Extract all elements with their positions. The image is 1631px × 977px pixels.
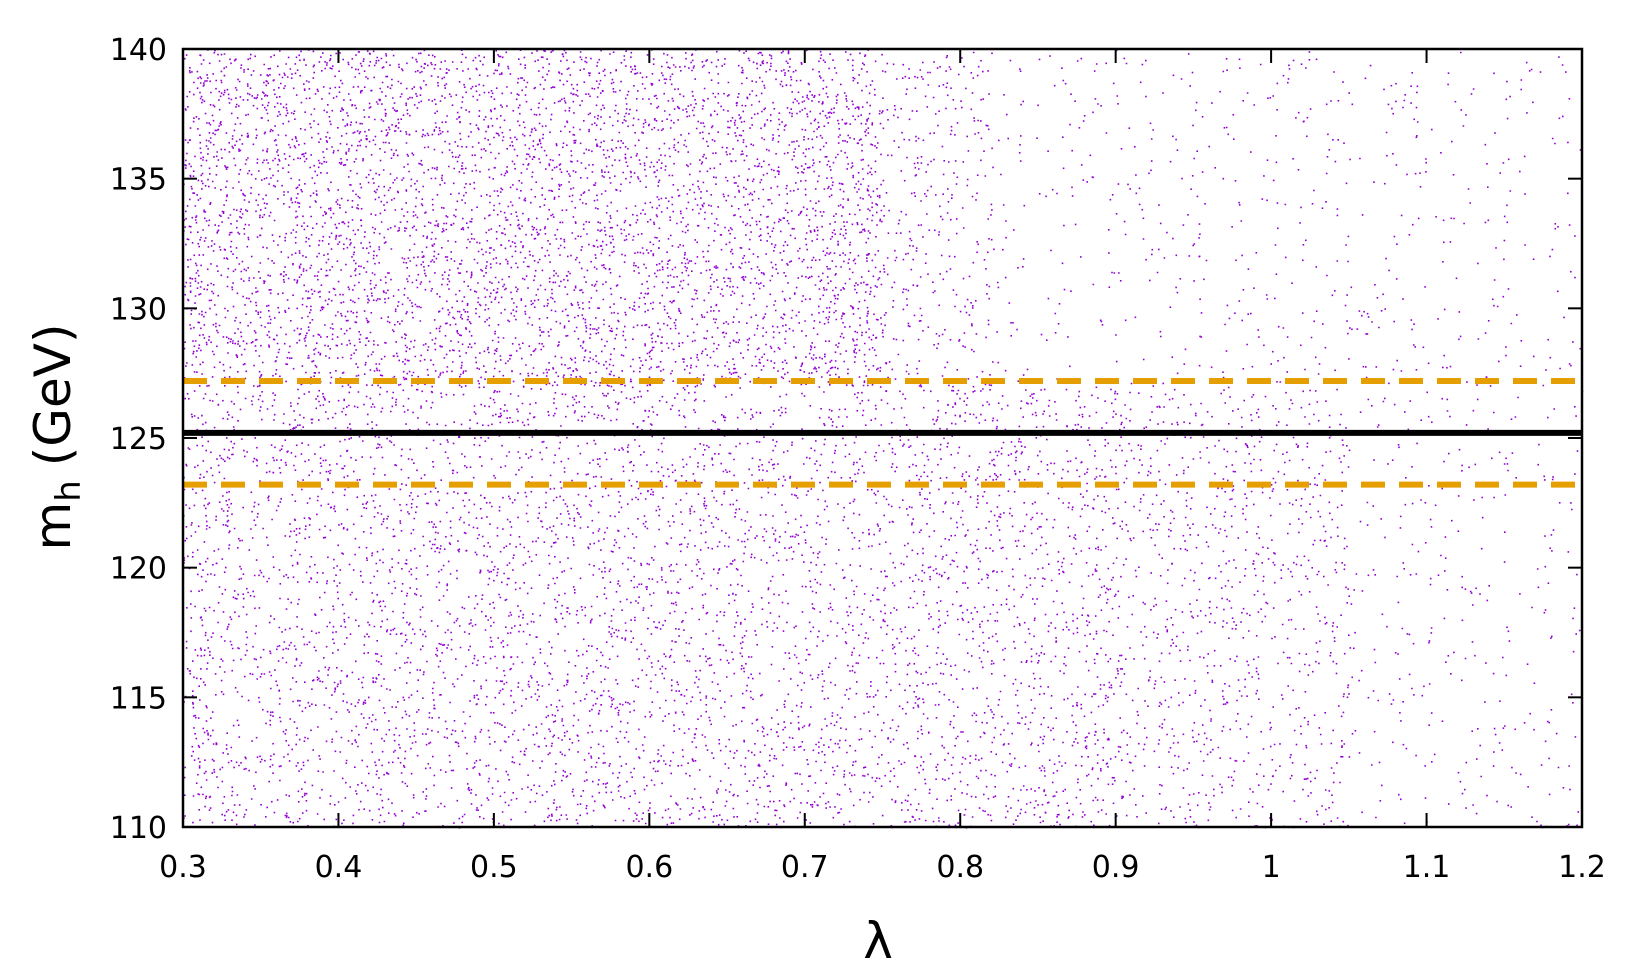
x-tick-label: 1	[1262, 850, 1281, 885]
svg-text:mh(GeV): mh (GeV)	[24, 323, 89, 550]
x-tick-label: 0.4	[315, 850, 363, 885]
y-axis-label-unit: (GeV)	[24, 323, 82, 466]
y-tick-label: 130	[110, 292, 167, 327]
y-axis-label-main: m	[24, 502, 82, 551]
y-tick-labels: 110 115 120 125 130 135 140	[110, 33, 167, 846]
x-tick-label: 0.3	[159, 850, 207, 885]
y-tick-label: 120	[110, 552, 167, 587]
y-tick-label: 110	[110, 811, 167, 846]
y-tick-label: 135	[110, 163, 167, 198]
x-tick-label: 0.5	[470, 850, 518, 885]
x-tick-label: 0.6	[625, 850, 673, 885]
x-tick-label: 0.9	[1092, 850, 1140, 885]
reference-lines	[183, 377, 1582, 488]
y-tick-label: 140	[110, 33, 167, 68]
x-axis-label: λ	[863, 912, 893, 970]
scatter-points	[183, 49, 1584, 829]
axis-ticks	[182, 48, 1583, 828]
x-tick-label: 1.2	[1558, 850, 1606, 885]
y-axis-label: mh (GeV)	[24, 323, 89, 550]
y-axis-label-sub: h	[49, 480, 89, 502]
x-tick-label: 0.8	[936, 850, 984, 885]
x-tick-labels: 0.3 0.4 0.5 0.6 0.7 0.8 0.9 1 1.1 1.2	[159, 850, 1606, 885]
x-tick-label: 1.1	[1403, 850, 1451, 885]
plot-frame	[181, 47, 1584, 829]
x-tick-label: 0.7	[781, 850, 829, 885]
data-points	[183, 49, 1584, 829]
y-tick-label: 125	[110, 422, 167, 457]
y-tick-label: 115	[110, 681, 167, 716]
